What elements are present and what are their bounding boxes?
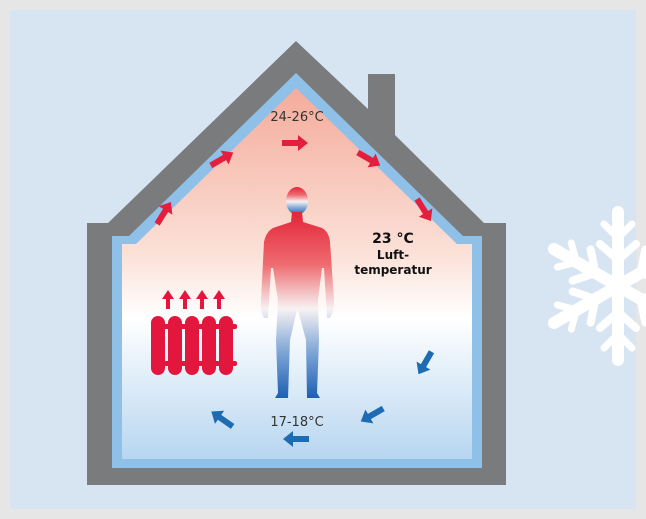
radiator-icon	[151, 290, 237, 375]
air-temperature-label-line2: temperatur	[354, 263, 431, 277]
air-temperature-label-line1: Luft-	[377, 248, 409, 262]
top-temperature-label: 24-26°C	[270, 110, 323, 125]
heat-up-arrows	[162, 290, 225, 309]
chimney	[368, 74, 395, 114]
snowflake-icon	[545, 206, 646, 360]
bottom-temperature-label: 17-18°C	[270, 415, 323, 430]
person-silhouette-icon	[260, 187, 334, 398]
air-temperature-value: 23 °C	[372, 231, 414, 247]
